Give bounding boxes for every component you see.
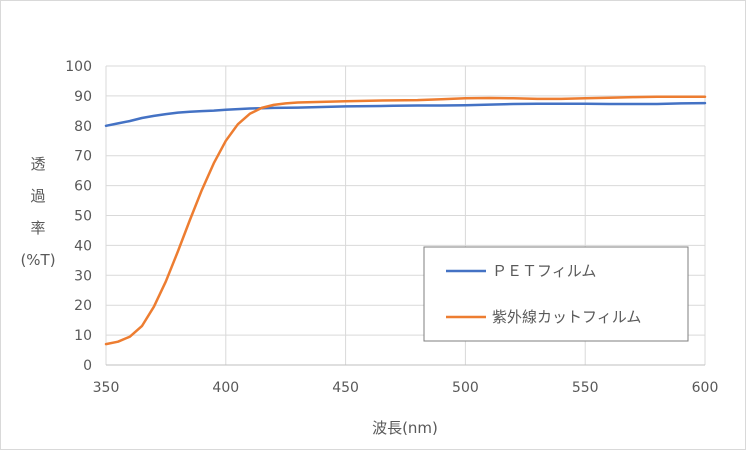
x-tick-label: 400 bbox=[212, 380, 239, 396]
legend: ＰＥＴフィルム 紫外線カットフィルム bbox=[423, 246, 689, 342]
legend-label-uv-cut: 紫外線カットフィルム bbox=[492, 308, 641, 326]
series-line-pet bbox=[104, 101, 707, 128]
y-tick-label: 40 bbox=[74, 238, 92, 254]
y-axis-title-line-3: 率 bbox=[30, 219, 45, 237]
y-tick-label: 30 bbox=[74, 268, 92, 284]
x-tick-label: 500 bbox=[452, 380, 479, 396]
y-axis-title: 透 過 率 (%T) bbox=[20, 155, 55, 269]
x-tick-label: 550 bbox=[572, 380, 599, 396]
x-tick-labels: 350 400 450 500 550 600 bbox=[93, 380, 719, 396]
y-tick-label: 80 bbox=[74, 119, 92, 135]
x-axis-title: 波長(nm) bbox=[372, 419, 438, 437]
y-tick-label: 20 bbox=[74, 298, 92, 314]
y-axis-title-line-2: 過 bbox=[30, 187, 45, 205]
y-axis-title-line-1: 透 bbox=[30, 155, 45, 173]
y-tick-label: 10 bbox=[74, 328, 92, 344]
y-tick-label: 70 bbox=[74, 149, 92, 165]
y-tick-labels: 0 10 20 30 40 50 60 70 80 90 100 bbox=[65, 59, 92, 374]
x-tick-label: 450 bbox=[332, 380, 359, 396]
x-tick-label: 600 bbox=[692, 380, 719, 396]
series-line-uv-cut bbox=[104, 95, 707, 346]
y-tick-label: 60 bbox=[74, 179, 92, 195]
grid-lines bbox=[105, 65, 706, 366]
legend-box bbox=[423, 246, 689, 342]
y-tick-label: 90 bbox=[74, 89, 92, 105]
legend-label-pet: ＰＥＴフィルム bbox=[492, 262, 596, 280]
series-lines bbox=[104, 95, 707, 346]
y-tick-label: 50 bbox=[74, 209, 92, 225]
x-tick-label: 350 bbox=[93, 380, 120, 396]
y-tick-label: 100 bbox=[65, 59, 92, 75]
y-tick-label: 0 bbox=[83, 358, 92, 374]
y-axis-title-line-4: (%T) bbox=[20, 251, 55, 269]
